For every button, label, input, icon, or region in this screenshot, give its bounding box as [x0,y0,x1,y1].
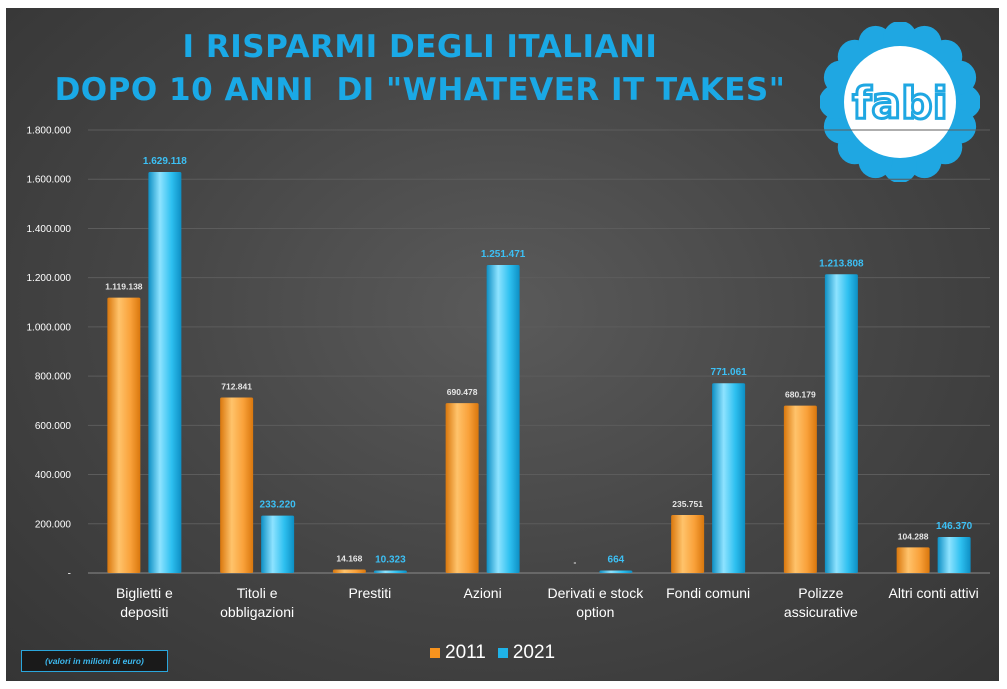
bar-2021-0 [148,172,182,573]
bar-2021-1 [261,515,295,573]
bar-2021-3 [486,264,520,573]
x-tick-label: Titoli e [237,585,278,601]
data-label-2011-6: 680.179 [785,390,816,400]
legend-swatch-2011 [430,648,440,658]
bar-2011-5 [671,514,705,573]
data-label-2011-1: 712.841 [221,382,252,392]
bar-2011-6 [783,405,817,573]
x-tick-label: Altri conti attivi [889,585,979,601]
y-tick-label: 1.200.000 [27,273,72,284]
y-tick-label: 1.000.000 [27,322,72,333]
legend-item-2021: 2021 [497,642,556,664]
y-tick-label: 200.000 [35,519,72,530]
y-tick-label: 1.600.000 [27,175,72,186]
bar-2021-2 [373,570,407,573]
bar-2021-5 [712,383,746,573]
data-label-2011-7: 104.288 [898,531,929,541]
data-label-2021-7: 146.370 [936,521,973,532]
y-axis: - 200.000 400.000 600.000 800.000 1.000.000 1.… [27,126,72,580]
x-tick-label: Biglietti e [116,585,173,601]
y-tick-label: - [68,569,71,580]
y-tick-label: 1.400.000 [27,224,72,235]
legend-label-2011: 2011 [445,642,486,663]
data-label-2021-2: 10.323 [375,554,406,565]
bar-2021-4 [599,570,633,573]
bar-2011-7 [896,547,930,573]
legend-label-2021: 2021 [512,642,556,663]
x-tick-label: option [576,604,614,620]
x-tick-label: obbligazioni [220,604,294,620]
data-label-2021-1: 233.220 [260,500,297,511]
bar-2021-7 [937,536,971,573]
bar-2021-6 [824,274,858,573]
legend: 2011 2021 [430,640,555,666]
data-label-2021-4: 664 [608,555,625,566]
x-axis: Biglietti e depositi Titoli e obbligazioni P… [116,585,979,620]
x-tick-label: Derivati e stock [548,585,645,601]
legend-swatch-2021 [497,648,508,658]
y-tick-label: 1.800.000 [27,126,72,137]
data-label-2011-3: 690.478 [447,387,478,397]
title-line-2: DOPO 10 ANNI DI "WHATEVER IT TAKES" [54,72,786,108]
x-tick-label: Prestiti [348,585,391,601]
x-tick-label: Fondi comuni [666,585,750,601]
y-tick-label: 400.000 [35,470,72,481]
x-tick-label: Azioni [464,585,502,601]
data-label-2011-4: - [573,557,576,567]
x-tick-label: depositi [120,604,168,620]
y-tick-label: 800.000 [35,372,72,383]
y-tick-label: 600.000 [35,421,72,432]
bar-2011-3 [445,403,479,573]
x-tick-label: Polizze [798,585,843,601]
chart-title: I RISPARMI DEGLI ITALIANI DOPO 10 ANNI D… [40,26,800,112]
data-label-2021-0: 1.629.118 [143,156,187,167]
data-label-2011-2: 14.168 [336,554,362,564]
bar-2011-1 [220,397,254,573]
units-note: (valori in milioni di euro) [21,650,168,672]
bar-2011-2 [332,569,366,573]
bars: 1.119.138 1.629.118 712.841 233.220 14.168 10… [105,156,973,573]
legend-item-2011: 2011 [430,642,486,664]
data-label-2021-5: 771.061 [711,367,748,378]
data-label-2021-6: 1.213.808 [819,258,864,269]
data-label-2021-3: 1.251.471 [481,249,526,260]
bar-2011-0 [107,297,141,573]
data-label-2011-0: 1.119.138 [105,282,143,292]
x-tick-label: assicurative [784,604,858,620]
title-line-1: I RISPARMI DEGLI ITALIANI [182,29,658,65]
data-label-2011-5: 235.751 [672,499,703,509]
logo-text: fabi [852,78,947,129]
